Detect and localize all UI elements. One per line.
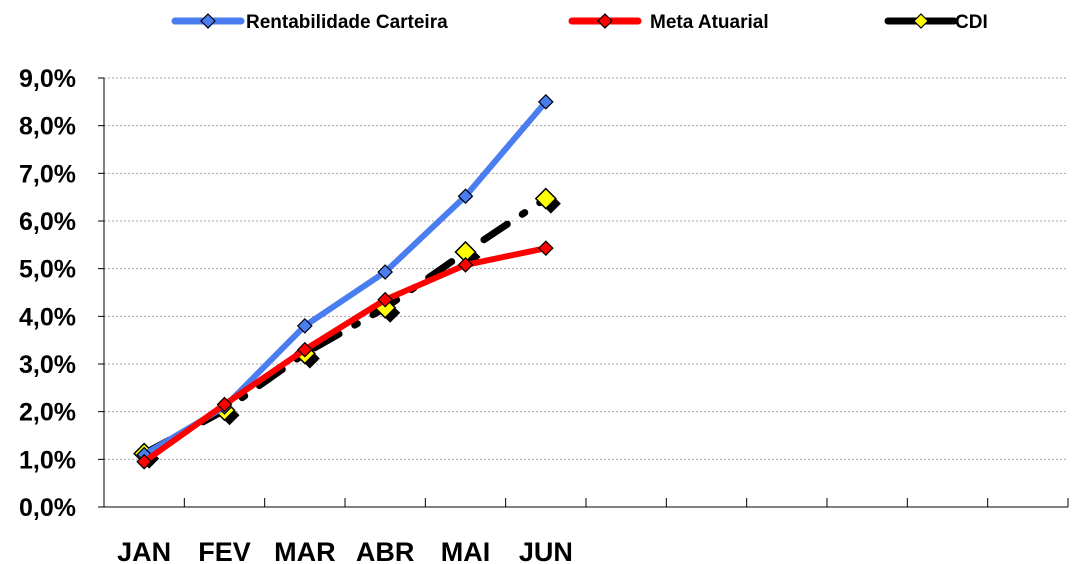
legend-label: CDI (955, 12, 988, 33)
cdi-point-marker (534, 187, 557, 210)
gridlines (104, 77, 1068, 460)
x-category-label: JAN (117, 537, 171, 564)
series-1 (136, 240, 554, 470)
y-axis-tick-labels: 0,0% 1,0% 2,0% 3,0% 4,0% 5,0% 6,0% 7,0% 8,0% 9,0% (19, 65, 76, 522)
series-point-marker (457, 188, 474, 205)
x-category-label: ABR (356, 537, 415, 564)
series-point-marker (296, 318, 313, 334)
y-tick-label: 0,0% (19, 494, 76, 522)
legend-marker (597, 13, 613, 29)
y-tick-label: 6,0% (19, 208, 76, 236)
legend-label: Rentabilidade Carteira (246, 12, 448, 33)
series-point-marker (377, 264, 394, 280)
y-tick-label: 7,0% (19, 160, 76, 188)
series-point-marker (216, 396, 233, 413)
legend-item-2: CDI (884, 12, 988, 33)
x-category-label: MAI (441, 537, 491, 564)
series-line-0 (141, 98, 549, 458)
axes (98, 77, 1069, 508)
legend-item-1: Meta Atuarial (568, 12, 769, 33)
y-tick-label: 9,0% (19, 65, 76, 93)
y-tick-label: 1,0% (19, 446, 76, 474)
y-tick-label: 2,0% (19, 399, 76, 427)
x-category-label: MAR (274, 537, 336, 564)
series-point-marker (136, 453, 153, 470)
legend-item-0: Rentabilidade Carteira (171, 12, 448, 33)
series-point-marker (537, 93, 554, 110)
legend-marker (913, 13, 929, 29)
series-point-marker (296, 341, 313, 358)
x-category-label: JUN (519, 537, 573, 564)
y-tick-label: 5,0% (19, 256, 76, 284)
series-line-1 (141, 245, 549, 465)
series-point-marker (537, 240, 554, 257)
series-group (133, 93, 561, 470)
series-point-marker (377, 291, 394, 308)
x-axis-category-labels: JAN FEV MAR ABR MAI JUN (117, 537, 573, 564)
series-0 (136, 93, 554, 463)
legend: Rentabilidade Carteira Meta Atuarial CDI (171, 12, 988, 33)
legend-label: Meta Atuarial (650, 12, 769, 33)
y-tick-label: 3,0% (19, 351, 76, 379)
series-point-marker (457, 257, 474, 273)
y-tick-label: 4,0% (19, 303, 76, 331)
x-category-label: FEV (198, 537, 251, 564)
y-tick-label: 8,0% (19, 113, 76, 141)
legend-marker (200, 13, 216, 29)
